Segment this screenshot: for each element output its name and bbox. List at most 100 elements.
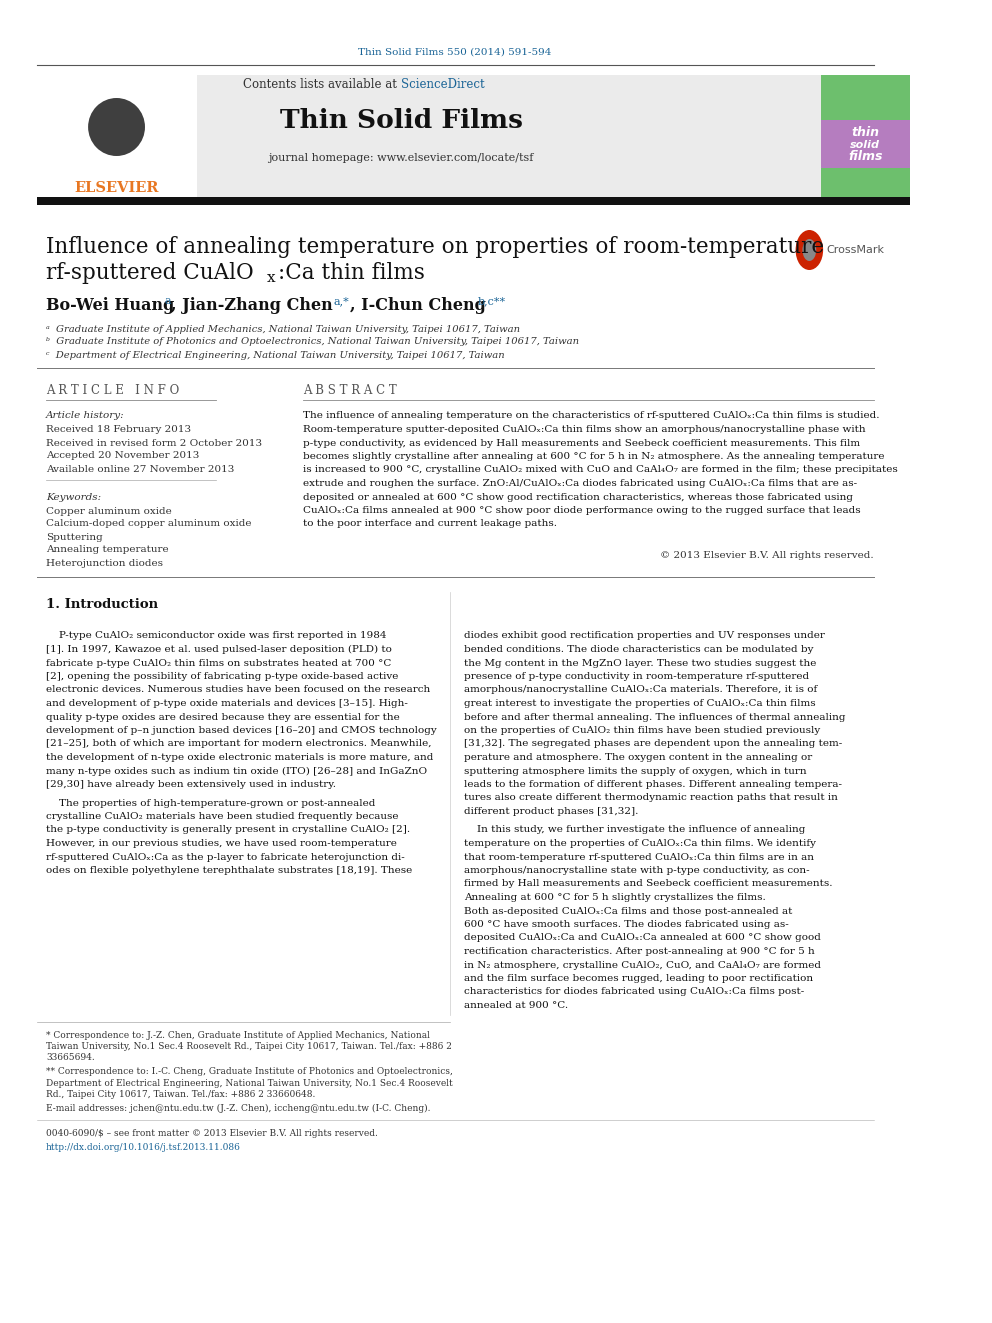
- Text: that room-temperature rf-sputtered CuAlOₓ:Ca thin films are in an: that room-temperature rf-sputtered CuAlO…: [464, 852, 814, 861]
- Text: :Ca thin films: :Ca thin films: [278, 262, 425, 284]
- Bar: [821, 75, 911, 197]
- Text: , I-Chun Cheng: , I-Chun Cheng: [349, 298, 485, 315]
- Text: [1]. In 1997, Kawazoe et al. used pulsed-laser deposition (PLD) to: [1]. In 1997, Kawazoe et al. used pulsed…: [46, 644, 392, 654]
- Text: a,*: a,*: [333, 296, 349, 306]
- Text: 1. Introduction: 1. Introduction: [46, 598, 158, 611]
- Text: E-mail addresses: jchen@ntu.edu.tw (J.-Z. Chen), iccheng@ntu.edu.tw (I-C. Cheng): E-mail addresses: jchen@ntu.edu.tw (J.-Z…: [46, 1103, 431, 1113]
- Text: 0040-6090/$ – see front matter © 2013 Elsevier B.V. All rights reserved.: 0040-6090/$ – see front matter © 2013 El…: [46, 1129, 378, 1138]
- Text: Thin Solid Films: Thin Solid Films: [280, 108, 523, 134]
- Text: [2], opening the possibility of fabricating p-type oxide-based active: [2], opening the possibility of fabricat…: [46, 672, 398, 681]
- Text: ELSEVIER: ELSEVIER: [74, 181, 159, 194]
- Text: Thin Solid Films 550 (2014) 591-594: Thin Solid Films 550 (2014) 591-594: [358, 48, 552, 57]
- Text: Sputtering: Sputtering: [46, 532, 102, 541]
- Text: crystalline CuAlO₂ materials have been studied frequently because: crystalline CuAlO₂ materials have been s…: [46, 812, 399, 822]
- Text: Taiwan University, No.1 Sec.4 Roosevelt Rd., Taipei City 10617, Taiwan. Tel./fax: Taiwan University, No.1 Sec.4 Roosevelt …: [46, 1043, 451, 1050]
- Text: tures also create different thermodynamic reaction paths that result in: tures also create different thermodynami…: [464, 794, 838, 803]
- Text: CuAlOₓ:Ca films annealed at 900 °C show poor diode performance owing to the rugg: CuAlOₓ:Ca films annealed at 900 °C show …: [303, 505, 860, 515]
- Text: before and after thermal annealing. The influences of thermal annealing: before and after thermal annealing. The …: [464, 713, 846, 721]
- Text: rf-sputtered CuAlO: rf-sputtered CuAlO: [46, 262, 254, 284]
- Text: presence of p-type conductivity in room-temperature rf-sputtered: presence of p-type conductivity in room-…: [464, 672, 809, 681]
- Text: 600 °C have smooth surfaces. The diodes fabricated using as-: 600 °C have smooth surfaces. The diodes …: [464, 919, 789, 929]
- Text: different product phases [31,32].: different product phases [31,32].: [464, 807, 639, 816]
- Text: deposited or annealed at 600 °C show good rectification characteristics, whereas: deposited or annealed at 600 °C show goo…: [303, 492, 853, 501]
- Text: a: a: [165, 296, 171, 306]
- Text: development of p–n junction based devices [16–20] and CMOS technology: development of p–n junction based device…: [46, 726, 436, 736]
- Text: [31,32]. The segregated phases are dependent upon the annealing tem-: [31,32]. The segregated phases are depen…: [464, 740, 842, 749]
- Text: sputtering atmosphere limits the supply of oxygen, which in turn: sputtering atmosphere limits the supply …: [464, 766, 806, 775]
- Text: [21–25], both of which are important for modern electronics. Meanwhile,: [21–25], both of which are important for…: [46, 740, 432, 749]
- Text: A B S T R A C T: A B S T R A C T: [303, 384, 397, 397]
- Text: ᵇ  Graduate Institute of Photonics and Optoelectronics, National Taiwan Universi: ᵇ Graduate Institute of Photonics and Op…: [46, 337, 579, 347]
- Text: annealed at 900 °C.: annealed at 900 °C.: [464, 1002, 568, 1009]
- Bar: [821, 75, 911, 120]
- Text: Accepted 20 November 2013: Accepted 20 November 2013: [46, 451, 199, 460]
- Text: the Mg content in the MgZnO layer. These two studies suggest the: the Mg content in the MgZnO layer. These…: [464, 659, 816, 668]
- Text: Both as-deposited CuAlOₓ:Ca films and those post-annealed at: Both as-deposited CuAlOₓ:Ca films and th…: [464, 906, 793, 916]
- Text: on the properties of CuAlO₂ thin films have been studied previously: on the properties of CuAlO₂ thin films h…: [464, 726, 820, 736]
- Text: Room-temperature sputter-deposited CuAlOₓ:Ca thin films show an amorphous/nanocr: Room-temperature sputter-deposited CuAlO…: [303, 425, 865, 434]
- Text: Department of Electrical Engineering, National Taiwan University, No.1 Sec.4 Roo: Department of Electrical Engineering, Na…: [46, 1078, 452, 1088]
- Text: firmed by Hall measurements and Seebeck coefficient measurements.: firmed by Hall measurements and Seebeck …: [464, 880, 833, 889]
- Text: ** Correspondence to: I.-C. Cheng, Graduate Institute of Photonics and Optoelect: ** Correspondence to: I.-C. Cheng, Gradu…: [46, 1068, 452, 1076]
- Text: in N₂ atmosphere, crystalline CuAlO₂, CuO, and CaAl₄O₇ are formed: in N₂ atmosphere, crystalline CuAlO₂, Cu…: [464, 960, 821, 970]
- Bar: [37, 75, 821, 197]
- Text: Bo-Wei Huang: Bo-Wei Huang: [46, 298, 175, 315]
- Text: Calcium-doped copper aluminum oxide: Calcium-doped copper aluminum oxide: [46, 520, 251, 528]
- Text: perature and atmosphere. The oxygen content in the annealing or: perature and atmosphere. The oxygen cont…: [464, 753, 812, 762]
- Text: ScienceDirect: ScienceDirect: [401, 78, 485, 90]
- Text: ᶜ  Department of Electrical Engineering, National Taiwan University, Taipei 1061: ᶜ Department of Electrical Engineering, …: [46, 351, 505, 360]
- Text: x: x: [267, 271, 276, 284]
- Text: * Correspondence to: J.-Z. Chen, Graduate Institute of Applied Mechanics, Nation: * Correspondence to: J.-Z. Chen, Graduat…: [46, 1031, 430, 1040]
- Text: bended conditions. The diode characteristics can be modulated by: bended conditions. The diode characteris…: [464, 646, 813, 654]
- Text: http://dx.doi.org/10.1016/j.tsf.2013.11.086: http://dx.doi.org/10.1016/j.tsf.2013.11.…: [46, 1143, 241, 1152]
- Text: rectification characteristics. After post-annealing at 900 °C for 5 h: rectification characteristics. After pos…: [464, 947, 815, 957]
- Text: Copper aluminum oxide: Copper aluminum oxide: [46, 507, 172, 516]
- Text: Influence of annealing temperature on properties of room-temperature: Influence of annealing temperature on pr…: [46, 235, 824, 258]
- Text: Rd., Taipei City 10617, Taiwan. Tel./fax: +886 2 33660648.: Rd., Taipei City 10617, Taiwan. Tel./fax…: [46, 1090, 315, 1099]
- Text: the p-type conductivity is generally present in crystalline CuAlO₂ [2].: the p-type conductivity is generally pre…: [46, 826, 410, 835]
- Text: P-type CuAlO₂ semiconductor oxide was first reported in 1984: P-type CuAlO₂ semiconductor oxide was fi…: [46, 631, 386, 640]
- Text: Contents lists available at: Contents lists available at: [243, 78, 401, 90]
- Text: , Jian-Zhang Chen: , Jian-Zhang Chen: [171, 298, 332, 315]
- Text: A R T I C L E   I N F O: A R T I C L E I N F O: [46, 384, 180, 397]
- Text: However, in our previous studies, we have used room-temperature: However, in our previous studies, we hav…: [46, 839, 397, 848]
- Text: Keywords:: Keywords:: [46, 492, 101, 501]
- Text: odes on flexible polyethylene terephthalate substrates [18,19]. These: odes on flexible polyethylene terephthal…: [46, 867, 412, 875]
- Text: b,c**: b,c**: [478, 296, 506, 306]
- Text: films: films: [848, 151, 883, 164]
- Text: the development of n-type oxide electronic materials is more mature, and: the development of n-type oxide electron…: [46, 753, 434, 762]
- Bar: [821, 120, 911, 168]
- Ellipse shape: [796, 230, 823, 270]
- Text: leads to the formation of different phases. Different annealing tempera-: leads to the formation of different phas…: [464, 781, 842, 789]
- Text: ᵃ  Graduate Institute of Applied Mechanics, National Taiwan University, Taipei 1: ᵃ Graduate Institute of Applied Mechanic…: [46, 324, 520, 333]
- Text: rf-sputtered CuAlOₓ:Ca as the p-layer to fabricate heterojunction di-: rf-sputtered CuAlOₓ:Ca as the p-layer to…: [46, 852, 405, 861]
- Text: fabricate p-type CuAlO₂ thin films on substrates heated at 700 °C: fabricate p-type CuAlO₂ thin films on su…: [46, 659, 391, 668]
- Text: and development of p-type oxide materials and devices [3–15]. High-: and development of p-type oxide material…: [46, 699, 408, 708]
- Text: is increased to 900 °C, crystalline CuAlO₂ mixed with CuO and CaAl₄O₇ are formed: is increased to 900 °C, crystalline CuAl…: [303, 466, 898, 475]
- Text: Article history:: Article history:: [46, 411, 125, 421]
- Text: Annealing at 600 °C for 5 h slightly crystallizes the films.: Annealing at 600 °C for 5 h slightly cry…: [464, 893, 766, 902]
- Text: deposited CuAlOₓ:Ca and CuAlOₓ:Ca annealed at 600 °C show good: deposited CuAlOₓ:Ca and CuAlOₓ:Ca anneal…: [464, 934, 821, 942]
- Text: The properties of high-temperature-grown or post-annealed: The properties of high-temperature-grown…: [46, 799, 375, 807]
- Bar: [37, 197, 911, 205]
- Text: journal homepage: www.elsevier.com/locate/tsf: journal homepage: www.elsevier.com/locat…: [268, 153, 534, 163]
- Text: thin: thin: [851, 126, 879, 139]
- Ellipse shape: [803, 239, 816, 261]
- Text: becomes slightly crystalline after annealing at 600 °C for 5 h in N₂ atmosphere.: becomes slightly crystalline after annea…: [303, 452, 884, 460]
- Ellipse shape: [88, 98, 145, 156]
- Text: temperature on the properties of CuAlOₓ:Ca thin films. We identify: temperature on the properties of CuAlOₓ:…: [464, 839, 816, 848]
- Text: CrossMark: CrossMark: [826, 245, 884, 255]
- Text: diodes exhibit good rectification properties and UV responses under: diodes exhibit good rectification proper…: [464, 631, 825, 640]
- Bar: [821, 168, 911, 197]
- Text: to the poor interface and current leakage paths.: to the poor interface and current leakag…: [303, 520, 557, 528]
- Text: characteristics for diodes fabricated using CuAlOₓ:Ca films post-: characteristics for diodes fabricated us…: [464, 987, 805, 996]
- Text: p-type conductivity, as evidenced by Hall measurements and Seebeck coefficient m: p-type conductivity, as evidenced by Hal…: [303, 438, 860, 447]
- Text: The influence of annealing temperature on the characteristics of rf-sputtered Cu: The influence of annealing temperature o…: [303, 411, 879, 421]
- Bar: [37, 75, 197, 197]
- Text: 33665694.: 33665694.: [46, 1053, 94, 1062]
- Text: Available online 27 November 2013: Available online 27 November 2013: [46, 464, 234, 474]
- Text: amorphous/nanocrystalline CuAlOₓ:Ca materials. Therefore, it is of: amorphous/nanocrystalline CuAlOₓ:Ca mate…: [464, 685, 817, 695]
- Text: Annealing temperature: Annealing temperature: [46, 545, 169, 554]
- Text: great interest to investigate the properties of CuAlOₓ:Ca thin films: great interest to investigate the proper…: [464, 699, 816, 708]
- Text: amorphous/nanocrystalline state with p-type conductivity, as con-: amorphous/nanocrystalline state with p-t…: [464, 867, 809, 875]
